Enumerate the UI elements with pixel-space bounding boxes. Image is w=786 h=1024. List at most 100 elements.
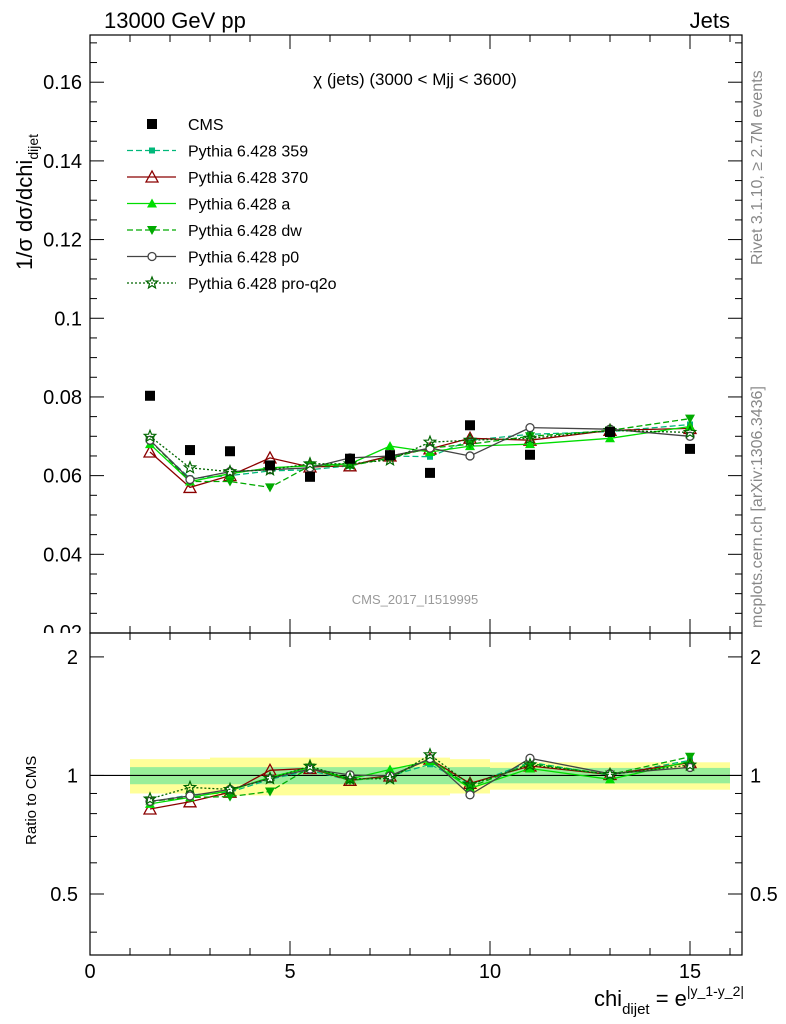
point-pythia-6-428-p0 [185,474,195,485]
point-pythia-6-428-pro-q2o [462,432,478,447]
ratio-point-pythia-6-428-pro-q2o [342,771,358,786]
ratio-point-pythia-6-428-pro-q2o [182,779,198,794]
x-tick-label: 0 [84,961,95,983]
point-cms [425,467,435,478]
legend-marker-cms [147,119,157,129]
ratio-point-pythia-6-428-a [385,764,395,774]
ratio-point-pythia-6-428-370 [142,801,158,815]
y-tick-label-ratio: 0.5 [50,884,78,906]
legend-marker-pythia-6-428-359 [149,147,155,154]
point-pythia-6-428-pro-q2o [302,456,318,471]
point-cms [145,390,155,401]
point-pythia-6-428-a [605,433,615,443]
point-cms [525,449,535,460]
point-pythia-6-428-370 [142,444,158,458]
point-cms [305,471,315,482]
point-pythia-6-428-370 [182,480,198,494]
point-cms [605,426,615,437]
point-cms [685,443,695,454]
ratio-point-pythia-6-428-pro-q2o [682,757,698,772]
ratio-marks [90,747,742,815]
series-line-pythia-6-428-dw [149,417,691,489]
series-line-pythia-6-428-370 [149,427,691,489]
legend-marker-pythia-6-428-370 [144,169,160,183]
header-process: Jets [690,8,730,33]
y-tick-label-ratio: 1 [67,765,78,787]
series-line-pythia-6-428-p0 [149,426,691,481]
point-pythia-6-428-dw [685,414,695,424]
y-axis-label-ratio: Ratio to CMS [23,756,40,845]
ratio-line-pythia-6-428-dw [149,756,691,803]
y-axis-label-main: 1/σ dσ/dchidijet [12,134,41,270]
legend-label-pythia-6-428-a: Pythia 6.428 a [188,197,290,214]
ratio-point-pythia-6-428-dw [225,792,235,802]
x-tick-label: 15 [679,961,701,983]
y-tick-label-main: 0.14 [43,151,82,173]
x-axis-ticks: 0 5 10 15 [84,35,731,983]
y-tick-label-main: 0.12 [43,230,82,252]
ratio-ticks: 0.5 0.5 1 1 2 2 [50,647,778,933]
legend-marker-pythia-6-428-pro-q2o [144,275,160,290]
y-axis-label-main-sub: dijet [25,134,41,160]
point-pythia-6-428-dw [225,477,235,487]
y-tick-label-main-cut: 0.02 [43,622,82,644]
legend-marker-pythia-6-428-a [147,198,157,208]
point-pythia-6-428-pro-q2o [522,430,538,445]
point-cms [345,453,355,464]
ratio-point-pythia-6-428-pro-q2o [602,766,618,781]
legend: CMS Pythia 6.428 359 Pythia 6.428 370 Pythi… [127,117,337,293]
ratio-point-pythia-6-428-pro-q2o [422,747,438,761]
x-tick-label: 5 [284,961,295,983]
ratio-point-pythia-6-428-pro-q2o [382,770,398,785]
y-tick-label-ratio-right: 0.5 [750,884,778,906]
analysis-watermark: CMS_2017_I1519995 [352,592,479,607]
x-axis-label-eq: = e [650,986,687,1011]
mcplots-label: mcplots.cern.ch [arXiv:1306.3436] [749,386,766,628]
legend-marker-pythia-6-428-p0 [147,251,157,262]
ratio-point-pythia-6-428-p0 [465,790,475,800]
y-tick-label-main: 0.06 [43,466,82,488]
x-axis-label: chidijet = e|y_1-y_2| [594,983,744,1018]
legend-label-pythia-6-428-dw: Pythia 6.428 dw [188,223,302,240]
x-axis-label-text: chi [594,986,622,1011]
point-pythia-6-428-a [385,441,395,451]
point-pythia-6-428-dw [525,432,535,442]
series-line-pythia-6-428-a [149,425,691,483]
ratio-point-pythia-6-428-pro-q2o [522,757,538,771]
ratio-point-pythia-6-428-p0 [185,791,195,801]
rivet-version-label: Rivet 3.1.10, ≥ 2.7M events [749,70,766,265]
point-cms [465,420,475,431]
point-pythia-6-428-p0 [525,422,535,433]
chart-title: χ (jets) (3000 < Mjj < 3600) [313,70,517,89]
ratio-point-pythia-6-428-pro-q2o [462,776,478,791]
legend-label-pythia-6-428-pro-q2o: Pythia 6.428 pro-q2o [188,276,337,293]
point-pythia-6-428-pro-q2o [682,424,698,439]
y-tick-label-ratio-right: 1 [750,765,761,787]
point-pythia-6-428-pro-q2o [422,434,438,449]
point-pythia-6-428-pro-q2o [142,428,158,443]
point-pythia-6-428-dw [265,483,275,493]
y-tick-label-main: 0.08 [43,387,82,409]
point-cms [225,446,235,457]
point-pythia-6-428-359 [427,453,433,460]
legend-label-pythia-6-428-370: Pythia 6.428 370 [188,170,308,187]
y-tick-label-main: 0.1 [54,308,82,330]
ratio-panel: 0.5 0.5 1 1 2 2 Ratio to CMS [23,632,778,956]
ratio-point-pythia-6-428-pro-q2o [222,781,238,796]
ratio-line-pythia-6-428-a [149,760,691,805]
point-cms [385,450,395,461]
main-panel: 0.04 0.06 0.08 0.1 0.12 0.14 0.16 0.02 χ (jets)… [12,34,743,644]
point-cms [185,445,195,456]
point-cms [265,460,275,471]
x-axis-label-sup: |y_1-y_2| [687,983,744,999]
y-tick-label-ratio: 2 [67,647,78,669]
legend-marker-pythia-6-428-dw [147,226,157,235]
ratio-point-pythia-6-428-dw [685,752,695,762]
point-pythia-6-428-pro-q2o [182,460,198,474]
legend-label-pythia-6-428-359: Pythia 6.428 359 [188,144,308,161]
y-tick-label-main: 0.04 [43,544,82,566]
y-tick-label-ratio-right: 2 [750,647,761,669]
main-ticks: 0.04 0.06 0.08 0.1 0.12 0.14 0.16 0.02 [43,42,742,644]
point-pythia-6-428-pro-q2o [222,464,238,478]
